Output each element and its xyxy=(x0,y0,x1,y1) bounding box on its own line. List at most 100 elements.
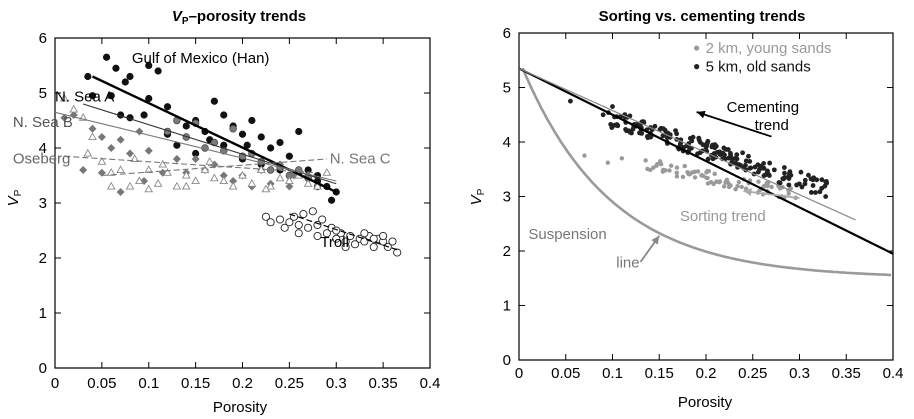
left-series-4-point xyxy=(322,229,331,238)
right-series-1-point xyxy=(732,156,738,161)
left-series-4-point xyxy=(261,212,270,221)
left-series-3-point xyxy=(247,179,257,187)
left-annotation-4: N. Sea C xyxy=(330,150,391,167)
left-trend-line-5 xyxy=(289,213,398,251)
right-x-tick-label: 0.1 xyxy=(602,365,623,382)
left-series-0-point xyxy=(220,111,228,119)
left-trend-line-4 xyxy=(101,158,327,177)
right-ylabel-v: V xyxy=(468,193,485,205)
right-series-0-point xyxy=(743,186,749,191)
left-series-2-point xyxy=(219,171,228,180)
left-series-4-point xyxy=(350,240,360,249)
left-series-4-point xyxy=(308,207,317,216)
right-series-0-point xyxy=(674,165,680,170)
right-y-tick-label: 5 xyxy=(503,80,511,97)
right-series-1-point xyxy=(771,167,777,173)
left-series-2-point xyxy=(79,166,88,174)
right-series-1-point xyxy=(806,172,811,178)
left-series-0-point xyxy=(107,92,115,100)
right-series-1-point xyxy=(705,156,711,162)
left-series-4-point xyxy=(332,234,341,243)
left-series-3-point xyxy=(205,157,215,165)
left-series-2-point xyxy=(97,168,106,177)
right-y-tick-label: 1 xyxy=(503,298,511,315)
right-series-1-point xyxy=(697,139,703,145)
left-series-3-point xyxy=(303,179,313,187)
right-series-0-point xyxy=(764,181,769,186)
right-series-1-point xyxy=(710,156,716,162)
right-series-1-point xyxy=(568,98,573,104)
right-series-1-point xyxy=(743,162,748,168)
right-series-1-point xyxy=(808,190,814,195)
left-ylabel-v: V xyxy=(5,194,22,206)
right-series-1-point xyxy=(713,143,719,149)
left-series-2-point xyxy=(135,127,144,136)
left-series-4-point xyxy=(388,237,397,246)
left-series-4-point xyxy=(341,242,350,252)
right-chart-title: Sorting vs. cementing trends xyxy=(599,8,806,25)
left-series-4-point xyxy=(275,215,285,224)
right-series-1-point xyxy=(755,169,761,175)
right-annotation-2: Sorting trend xyxy=(680,208,766,225)
left-series-0-point xyxy=(243,141,251,149)
right-x-tick-label: 0 xyxy=(515,365,523,382)
right-series-0-point xyxy=(648,167,653,173)
left-series-0-point xyxy=(173,141,181,149)
right-series-0-point xyxy=(705,168,710,174)
right-series-1-point xyxy=(608,121,614,127)
left-series-3-point xyxy=(191,176,200,185)
right-arrow-head-0 xyxy=(696,110,706,119)
right-series-1-point xyxy=(810,183,816,188)
right-series-1-point xyxy=(766,173,772,178)
right-trend-line-1 xyxy=(519,67,856,221)
left-x-tick-label: 0.2 xyxy=(232,375,253,392)
left-x-axis-label: Porosity xyxy=(213,399,268,416)
right-series-1-point xyxy=(740,150,745,156)
left-series-2-point xyxy=(172,155,181,163)
right-series-0-point xyxy=(712,171,717,177)
left-trend-line-2 xyxy=(55,111,337,182)
right-series-1-point xyxy=(674,131,680,137)
left-y-tick-label: 2 xyxy=(39,250,47,267)
right-x-tick-label: 0.2 xyxy=(696,365,717,382)
right-series-0-point xyxy=(705,175,710,181)
right-series-1-point xyxy=(664,135,670,141)
right-series-1-point xyxy=(798,169,804,175)
right-series-0-point xyxy=(674,170,679,176)
left-annotation-2: N. Sea B xyxy=(13,114,73,131)
left-series-3-point xyxy=(261,184,271,193)
right-series-1-point xyxy=(786,182,792,188)
right-series-1-point xyxy=(689,138,695,144)
right-x-tick-label: 0.3 xyxy=(789,365,810,382)
left-series-2-point xyxy=(126,149,134,158)
right-x-tick-label: 0.35 xyxy=(832,365,861,382)
left-x-tick-label: 0 xyxy=(51,375,59,392)
left-x-tick-label: 0.05 xyxy=(87,375,116,392)
left-series-3-point xyxy=(144,184,154,193)
left-series-0-point xyxy=(145,61,153,70)
right-series-1-point xyxy=(794,182,800,188)
left-annotation-1: N. Sea A xyxy=(55,88,114,105)
right-series-0-point xyxy=(680,174,686,180)
right-y-tick-label: 6 xyxy=(503,25,511,42)
left-series-0-point xyxy=(88,92,97,100)
left-series-4-point xyxy=(266,218,275,227)
left-annotation-3: Oseberg xyxy=(13,150,71,167)
right-y-tick-label: 3 xyxy=(503,189,511,206)
right-series-0-point xyxy=(726,180,731,186)
left-series-0-point xyxy=(295,127,303,136)
right-series-0-point xyxy=(739,184,744,190)
left-ylabel-sub: P xyxy=(13,189,24,196)
left-series-3-point xyxy=(181,181,191,190)
left-series-0-point xyxy=(276,138,284,147)
right-series-1-point xyxy=(814,177,820,183)
left-series-3-point xyxy=(210,173,219,182)
right-series-1-point xyxy=(743,158,749,164)
right-series-0-point xyxy=(692,169,697,175)
left-series-3-point xyxy=(83,148,93,157)
left-series-4-point xyxy=(369,242,378,252)
right-arrow-shaft-0 xyxy=(696,111,772,138)
right-series-1-point xyxy=(823,179,829,185)
right-series-1-point xyxy=(746,153,751,159)
right-series-1-point xyxy=(624,128,629,134)
